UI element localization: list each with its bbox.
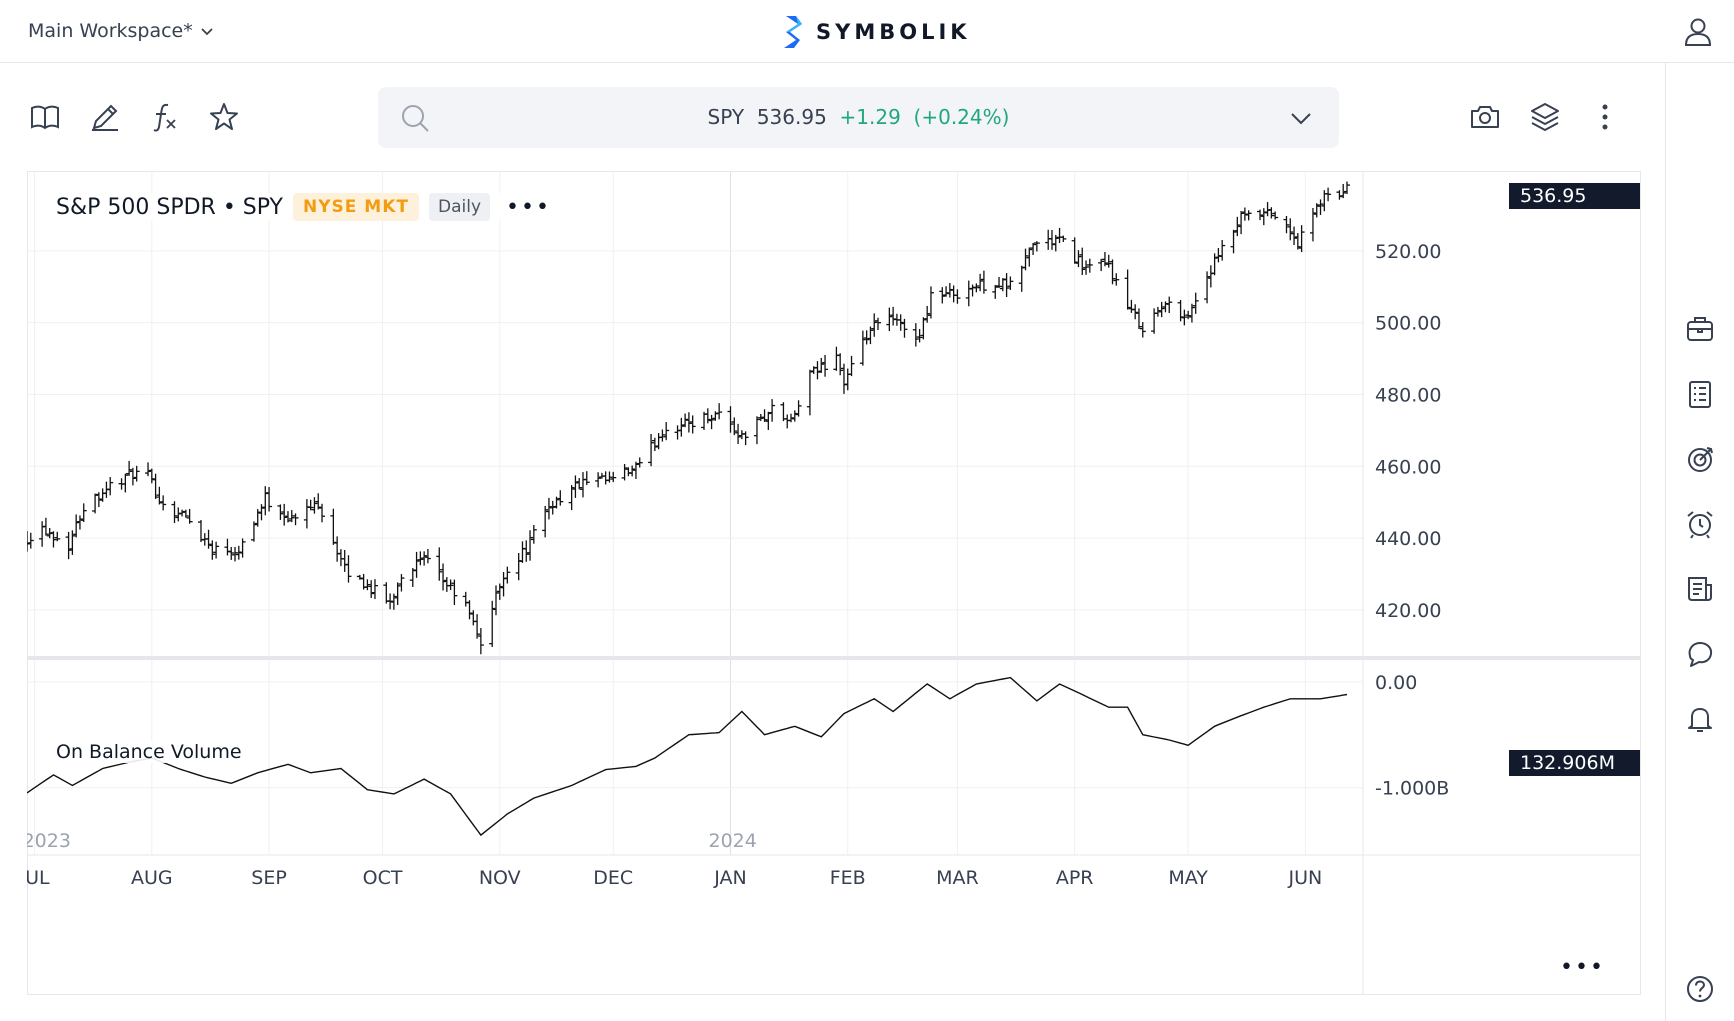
workspace-selector[interactable]: Main Workspace* [28,20,215,42]
quote-symbol: SPY [707,105,745,129]
year-label: 2023 [27,830,71,852]
last-price-tag: 536.95 [1509,183,1640,209]
quote-change: +1.29 [839,105,901,129]
price-axis-label: 460.00 [1375,456,1441,478]
price-axis-label: 520.00 [1375,241,1441,263]
price-axis-label: 420.00 [1375,600,1441,622]
exchange-badge: NYSE MKT [292,193,419,221]
obv-line [27,676,1348,837]
price-chart[interactable]: 520.00 500.00 480.00 460.00 440.00 420.00 0.00… [27,171,1641,995]
time-axis-label: JAN [713,867,746,889]
news-icon[interactable] [1684,573,1716,605]
more-horizontal-icon[interactable]: ••• [506,194,551,220]
instrument-name: S&P 500 SPDR • SPY [56,194,283,220]
year-label: 2024 [708,830,756,852]
time-axis-label: DEC [593,867,633,889]
quote-change-pct: (+0.24%) [913,105,1010,129]
quote-summary: SPY 536.95 +1.29 (+0.24%) [378,105,1339,129]
layers-icon[interactable] [1528,100,1562,134]
time-axis-label: OCT [363,867,403,889]
chevron-down-icon[interactable] [1288,105,1314,131]
obv-axis-label: 0.00 [1375,672,1417,694]
quote-price: 536.95 [756,105,827,129]
help-icon[interactable] [1684,973,1716,1005]
right-sidebar [1665,63,1734,1021]
more-vertical-icon[interactable] [1588,100,1622,134]
target-icon[interactable] [1684,443,1716,475]
time-axis-label: JUL [27,867,50,889]
price-axis-label: 440.00 [1375,528,1441,550]
price-axis-label: 500.00 [1375,313,1441,335]
time-axis-label: APR [1056,867,1094,889]
workspace-label: Main Workspace* [28,20,193,42]
time-axis-label: SEP [251,867,287,889]
indicator-value-tag: 132.906M [1509,750,1640,776]
more-horizontal-icon[interactable]: ••• [1560,955,1605,980]
logo-mark-icon [784,16,802,48]
time-axis-label: JUN [1288,867,1323,889]
obv-axis-label: -1.000B [1375,778,1449,800]
star-icon[interactable] [207,100,241,134]
briefcase-icon[interactable] [1684,313,1716,345]
time-axis-label: MAR [936,867,979,889]
chat-icon[interactable] [1684,638,1716,670]
chart-frame [27,171,1641,995]
chevron-down-icon [201,28,213,36]
symbol-search[interactable]: SPY 536.95 +1.29 (+0.24%) [378,87,1339,148]
function-icon[interactable] [148,100,182,134]
time-axis-label: NOV [479,867,521,889]
book-icon[interactable] [28,100,62,134]
user-icon[interactable] [1682,16,1714,48]
bell-icon[interactable] [1684,703,1716,735]
logo-text: SYMBOLIK [816,20,971,44]
time-axis-label: MAY [1168,867,1208,889]
time-axis-label: AUG [131,867,173,889]
camera-icon[interactable] [1468,100,1502,134]
top-bar: Main Workspace* SYMBOLIK [0,0,1734,63]
search-icon [402,105,429,132]
indicator-label[interactable]: On Balance Volume [52,741,246,763]
alarm-icon[interactable] [1684,508,1716,540]
pencil-icon[interactable] [88,100,122,134]
chart-title-bar: S&P 500 SPDR • SPY NYSE MKT Daily ••• [52,193,555,221]
price-axis-label: 480.00 [1375,384,1441,406]
list-icon[interactable] [1684,378,1716,410]
time-axis-label: FEB [830,867,866,889]
logo: SYMBOLIK [782,14,971,50]
interval-badge[interactable]: Daily [428,193,490,221]
